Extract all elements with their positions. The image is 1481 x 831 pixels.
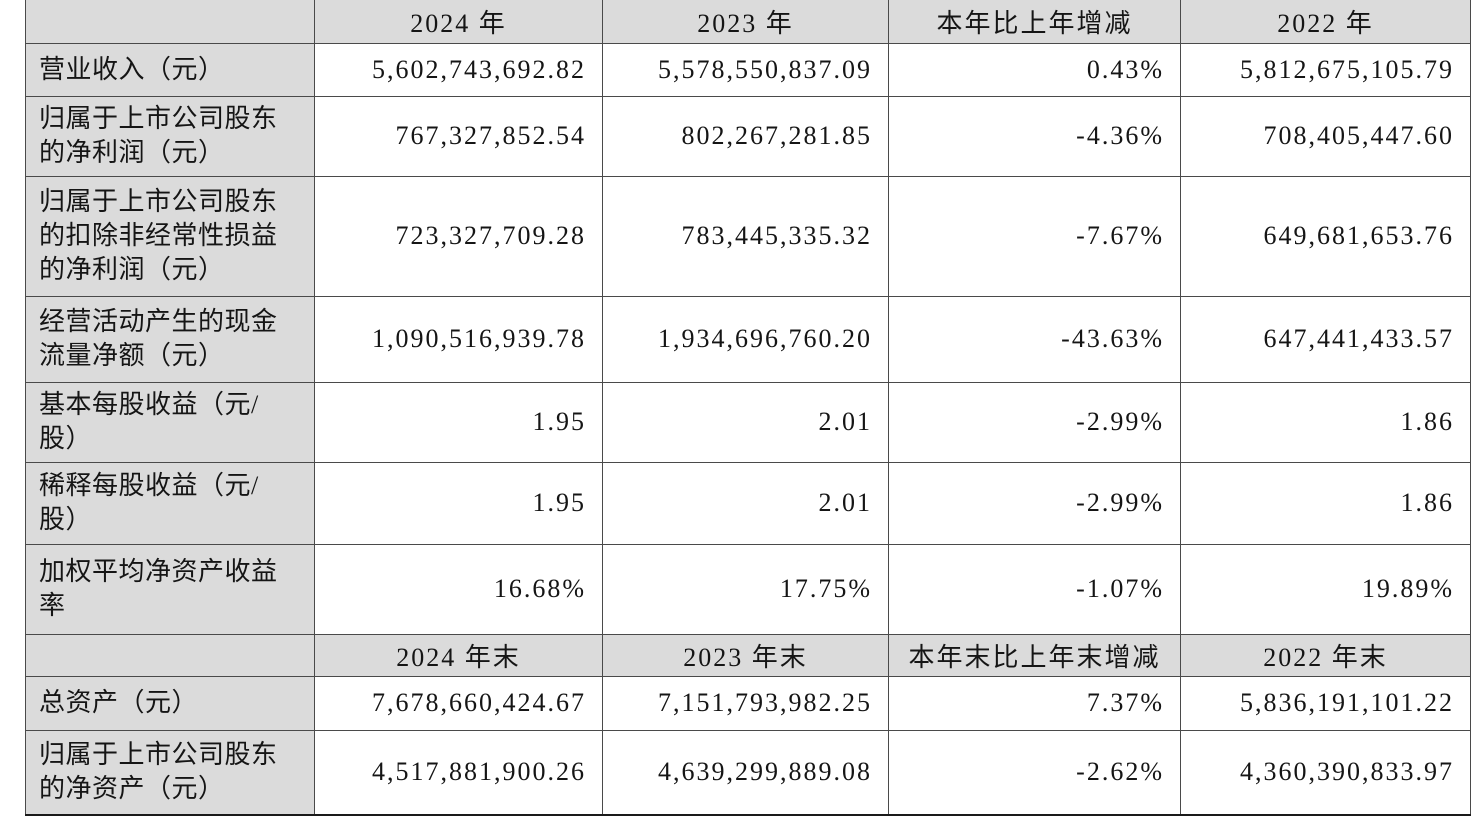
- value-cell: 4,639,299,889.08: [602, 729, 889, 816]
- table-row: 归属于上市公司股东 的净资产（元） 4,517,881,900.26 4,639,29…: [25, 729, 1471, 816]
- value-cell: 7.37%: [888, 675, 1181, 731]
- row-label: 经营活动产生的现金 流量净额（元）: [25, 295, 315, 383]
- row-label: 归属于上市公司股东 的净资产（元）: [25, 729, 315, 816]
- value-cell: 783,445,335.32: [602, 175, 889, 297]
- value-cell: 1,090,516,939.78: [314, 295, 603, 383]
- header-row: 2024 年 2023 年本年比上年增减 2022 年: [25, 0, 1471, 44]
- table-row: 经营活动产生的现金 流量净额（元） 1,090,516,939.78 1,934,69…: [25, 295, 1471, 383]
- value-cell: 2.01: [602, 461, 889, 545]
- value-cell: -2.99%: [888, 381, 1181, 463]
- column-header: 本年末比上年末增减: [888, 633, 1181, 677]
- value-cell: 7,151,793,982.25: [602, 675, 889, 731]
- column-header: 2022 年: [1180, 0, 1471, 44]
- row-label: 总资产（元）: [25, 675, 315, 731]
- value-cell: -4.36%: [888, 95, 1181, 177]
- value-cell: 767,327,852.54: [314, 95, 603, 177]
- table-row: 加权平均净资产收益率 16.68% 17.75% -1.07% 19.89%: [25, 543, 1471, 635]
- row-label: 营业收入（元）: [25, 42, 315, 97]
- column-header: 2023 年: [602, 0, 889, 44]
- value-cell: -43.63%: [888, 295, 1181, 383]
- column-header: 2024 年末: [314, 633, 603, 677]
- value-cell: 1,934,696,760.20: [602, 295, 889, 383]
- column-header: 本年比上年增减: [888, 0, 1181, 44]
- row-label: 归属于上市公司股东 的净利润（元）: [25, 95, 315, 177]
- table-row: 归属于上市公司股东 的扣除非经常性损益 的净利润（元） 723,327,709.28 7…: [25, 175, 1471, 297]
- financial-summary-table: 2024 年 2023 年本年比上年增减 2022 年营业收入（元） 5,602,74…: [25, 0, 1471, 816]
- table-row: 总资产（元） 7,678,660,424.67 7,151,793,982.25 7.…: [25, 675, 1471, 731]
- value-cell: 17.75%: [602, 543, 889, 635]
- value-cell: 5,836,191,101.22: [1180, 675, 1471, 731]
- value-cell: 0.43%: [888, 42, 1181, 97]
- column-header: 2022 年末: [1180, 633, 1471, 677]
- value-cell: 1.86: [1180, 461, 1471, 545]
- value-cell: -2.99%: [888, 461, 1181, 545]
- value-cell: -2.62%: [888, 729, 1181, 816]
- value-cell: 5,578,550,837.09: [602, 42, 889, 97]
- table-row: 稀释每股收益（元/股） 1.95 2.01 -2.99% 1.86: [25, 461, 1471, 545]
- table-row: 营业收入（元） 5,602,743,692.82 5,578,550,837.09 0…: [25, 42, 1471, 97]
- row-label: 基本每股收益（元/股）: [25, 381, 315, 463]
- value-cell: 19.89%: [1180, 543, 1471, 635]
- value-cell: 649,681,653.76: [1180, 175, 1471, 297]
- value-cell: 5,602,743,692.82: [314, 42, 603, 97]
- corner-cell: [25, 0, 315, 44]
- value-cell: 723,327,709.28: [314, 175, 603, 297]
- value-cell: 802,267,281.85: [602, 95, 889, 177]
- row-label: 稀释每股收益（元/股）: [25, 461, 315, 545]
- value-cell: 1.86: [1180, 381, 1471, 463]
- value-cell: 1.95: [314, 381, 603, 463]
- value-cell: 4,360,390,833.97: [1180, 729, 1471, 816]
- value-cell: 1.95: [314, 461, 603, 545]
- value-cell: -7.67%: [888, 175, 1181, 297]
- corner-cell: [25, 633, 315, 677]
- header-row: 2024 年末 2023 年末 本年末比上年末增减 2022 年末: [25, 633, 1471, 677]
- value-cell: 4,517,881,900.26: [314, 729, 603, 816]
- table-row: 基本每股收益（元/股） 1.95 2.01 -2.99% 1.86: [25, 381, 1471, 463]
- value-cell: 7,678,660,424.67: [314, 675, 603, 731]
- value-cell: 2.01: [602, 381, 889, 463]
- table-body: 2024 年 2023 年本年比上年增减 2022 年营业收入（元） 5,602,74…: [25, 0, 1471, 816]
- value-cell: 708,405,447.60: [1180, 95, 1471, 177]
- value-cell: 16.68%: [314, 543, 603, 635]
- table-row: 归属于上市公司股东 的净利润（元） 767,327,852.54 802,267,28…: [25, 95, 1471, 177]
- value-cell: 5,812,675,105.79: [1180, 42, 1471, 97]
- row-label: 归属于上市公司股东 的扣除非经常性损益 的净利润（元）: [25, 175, 315, 297]
- value-cell: 647,441,433.57: [1180, 295, 1471, 383]
- column-header: 2024 年: [314, 0, 603, 44]
- value-cell: -1.07%: [888, 543, 1181, 635]
- row-label: 加权平均净资产收益率: [25, 543, 315, 635]
- column-header: 2023 年末: [602, 633, 889, 677]
